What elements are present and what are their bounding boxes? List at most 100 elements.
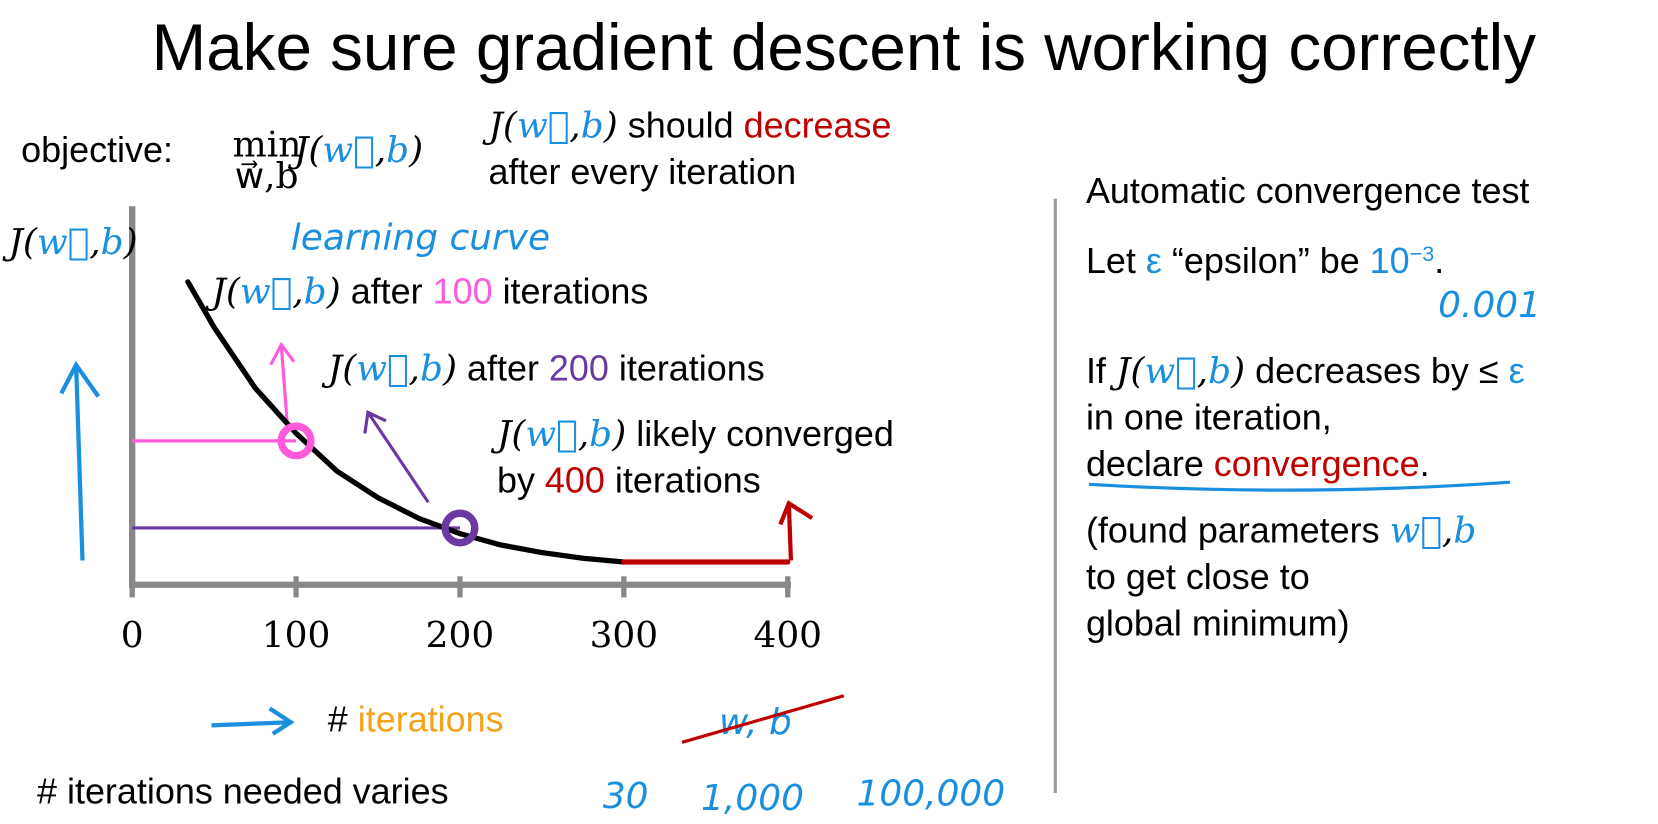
- x-tick-label: 300: [590, 615, 659, 656]
- red-arrow: [778, 500, 814, 561]
- right-line: Automatic convergence test: [1086, 170, 1529, 211]
- text-part: J(: [482, 105, 518, 146]
- annotation: by 400 iterations: [497, 460, 761, 501]
- text-part: If: [1086, 350, 1116, 391]
- right-line: declare convergence.: [1086, 443, 1430, 484]
- curve: [185, 279, 627, 565]
- text-part: w⃗: [322, 130, 374, 171]
- text-part: ): [603, 105, 618, 146]
- x-tick-label: 100: [262, 615, 331, 656]
- objective-min-sub: w⃗,b: [235, 156, 299, 197]
- note-line: J(w⃗,b) should decrease: [482, 104, 892, 146]
- text-part: 10: [1370, 240, 1410, 281]
- x-axis-label: # iterations: [328, 699, 504, 740]
- note-line: after every iteration: [489, 151, 797, 192]
- bottom-example: 30: [603, 776, 649, 817]
- text-part: ε: [1509, 350, 1525, 391]
- text-part: Let: [1086, 240, 1146, 281]
- text-part: w⃗: [525, 414, 577, 455]
- text-part: ,: [375, 130, 386, 171]
- pink-arrow: [269, 341, 296, 429]
- bottom-label: # iterations needed varies: [37, 771, 449, 812]
- text-part: ,: [292, 271, 303, 312]
- text-part: in one iteration,: [1086, 396, 1332, 437]
- text-part: w⃗: [517, 105, 569, 146]
- text-part: after: [457, 348, 549, 389]
- text-part: declare: [1086, 443, 1214, 484]
- strike-through: [681, 694, 845, 744]
- up-arrow: [59, 360, 101, 561]
- text-part: ,: [569, 105, 580, 146]
- text-part: global minimum): [1086, 602, 1350, 643]
- x-tick-label: 0: [121, 615, 144, 656]
- text-part: should: [618, 104, 744, 145]
- text-part: ): [611, 414, 626, 455]
- text-part: w⃗: [240, 271, 292, 312]
- text-part: .: [1420, 443, 1430, 484]
- right-line: in one iteration,: [1086, 396, 1332, 437]
- text-part: decreases by ≤: [1245, 350, 1508, 391]
- text-part: w⃗: [356, 349, 408, 390]
- underline: [1089, 480, 1511, 492]
- text-part: J(: [287, 130, 323, 171]
- slide-title: Make sure gradient descent is working co…: [152, 11, 1537, 84]
- text-part: ): [326, 271, 341, 312]
- text-part: ,: [409, 349, 420, 390]
- marker: [277, 422, 315, 460]
- right-line: global minimum): [1086, 602, 1350, 643]
- text-part: b: [581, 105, 604, 146]
- text-part: .: [1434, 240, 1444, 281]
- text-part: J(: [1109, 351, 1145, 392]
- handwritten-value: 0.001: [1438, 285, 1541, 326]
- text-part: after every iteration: [489, 151, 797, 192]
- curve-label: learning curve: [291, 218, 550, 259]
- slide-content: Make sure gradient descent is working co…: [1, 11, 1540, 819]
- text-part: b: [386, 130, 409, 171]
- text-part: J(: [204, 271, 240, 312]
- text-part: w⃗: [37, 222, 89, 263]
- text-part: ,: [578, 414, 589, 455]
- text-part: −3: [1410, 240, 1435, 265]
- text-part: b: [304, 271, 327, 312]
- text-part: ): [442, 349, 457, 390]
- purple-arrow: [363, 410, 430, 504]
- text-part: iterations: [358, 699, 504, 740]
- text-part: to get close to: [1086, 556, 1310, 597]
- annotation: J(w⃗,b) after 200 iterations: [321, 348, 765, 390]
- text-part: w⃗: [1144, 351, 1196, 392]
- text-part: ε: [1146, 240, 1162, 281]
- text-part: ): [123, 222, 138, 263]
- text-part: 200: [549, 348, 609, 389]
- bottom-example: 1,000: [701, 778, 804, 819]
- text-part: ,: [1197, 351, 1208, 392]
- text-part: J(: [1, 222, 37, 263]
- objective-min: min: [233, 124, 302, 165]
- text-part: by: [497, 460, 545, 501]
- text-part: 400: [545, 460, 605, 501]
- right-line: to get close to: [1086, 556, 1310, 597]
- annotation: J(w⃗,b) likely converged: [490, 413, 894, 455]
- text-part: ,: [1442, 510, 1453, 551]
- text-part: 100: [433, 270, 493, 311]
- text-part: J(: [490, 414, 526, 455]
- text-part: b: [101, 222, 124, 263]
- text-part: w⃗: [1390, 510, 1442, 551]
- text-part: b: [1208, 351, 1231, 392]
- right-line: Let ε “epsilon” be 10−3.: [1086, 240, 1444, 281]
- text-part: decrease: [744, 104, 892, 145]
- text-part: #: [328, 699, 358, 740]
- text-part: “epsilon” be: [1162, 240, 1370, 281]
- text-part: iterations: [493, 270, 649, 311]
- right-arrow: [211, 706, 295, 736]
- text-part: ,: [89, 222, 100, 263]
- text-part: iterations: [609, 348, 765, 389]
- marker: [441, 509, 479, 547]
- text-part: b: [589, 414, 612, 455]
- text-part: b: [420, 349, 443, 390]
- text-part: iterations: [605, 460, 761, 501]
- text-part: after: [341, 270, 433, 311]
- right-line: If J(w⃗,b) decreases by ≤ ε: [1086, 350, 1525, 392]
- y-axis-label: J(w⃗,b): [1, 222, 137, 263]
- text-part: J(: [321, 349, 357, 390]
